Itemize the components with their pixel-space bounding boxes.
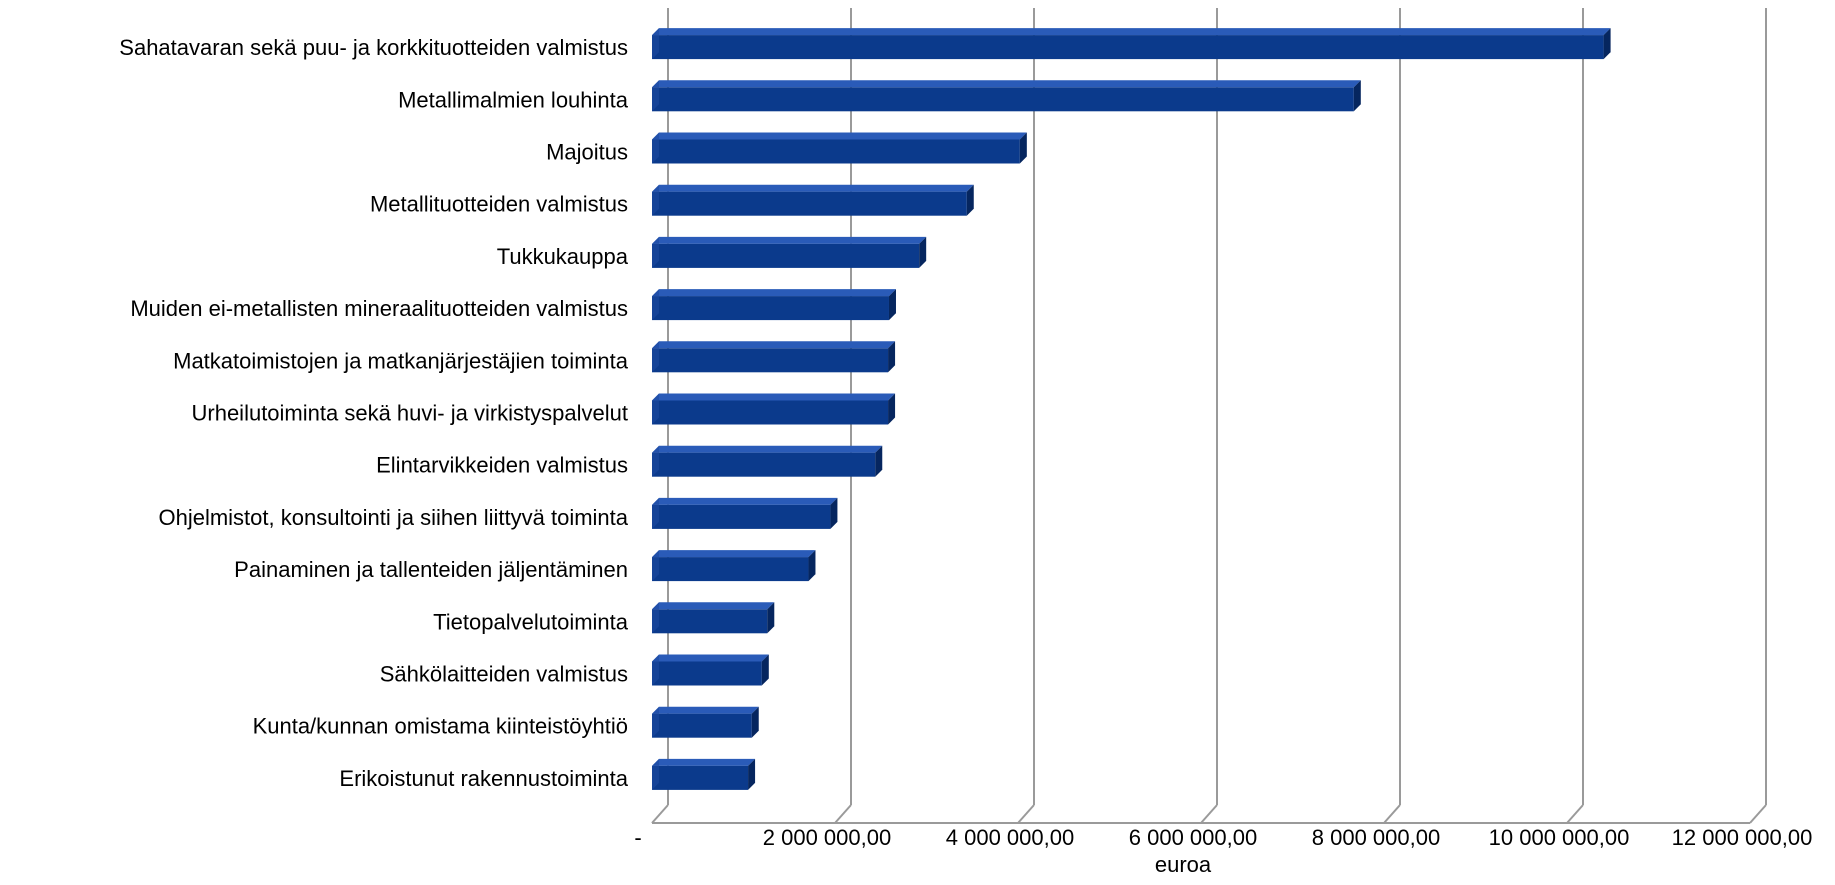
bar: [652, 497, 838, 529]
category-label: Ohjelmistot, konsultointi ja siihen liit…: [158, 505, 628, 530]
category-label: Elintarvikkeiden valmistus: [376, 453, 628, 478]
x-tick-labels: - 2 000 000,00 4 000 000,00 6 000 000,00 8 0…: [634, 825, 1812, 850]
gridline: [1383, 8, 1401, 824]
bar: [652, 602, 775, 634]
category-label: Sähkölaitteiden valmistus: [380, 662, 628, 687]
category-label: Kunta/kunnan omistama kiinteistöyhtiö: [253, 714, 628, 739]
x-tick-label: 4 000 000,00: [946, 825, 1074, 850]
gridline: [1749, 8, 1767, 824]
category-label: Metallimalmien louhinta: [398, 87, 629, 112]
bar: [652, 236, 927, 268]
category-label: Matkatoimistojen ja matkanjärjestäjien t…: [173, 348, 629, 373]
bar: [652, 550, 816, 582]
category-label: Muiden ei-metallisten mineraalituotteide…: [130, 296, 628, 321]
gridline: [1566, 8, 1584, 824]
category-label: Metallituotteiden valmistus: [370, 192, 628, 217]
bar: [652, 341, 896, 373]
bar: [652, 289, 896, 321]
bar: [652, 393, 896, 425]
category-label: Tukkukauppa: [497, 244, 629, 269]
bar: [652, 654, 769, 686]
x-tick-label: 10 000 000,00: [1489, 825, 1630, 850]
x-tick-label: 6 000 000,00: [1129, 825, 1257, 850]
category-label: Majoitus: [546, 140, 628, 165]
x-tick-label: 2 000 000,00: [763, 825, 891, 850]
x-axis-title: euroa: [1155, 852, 1212, 877]
bar: [652, 132, 1027, 164]
category-label: Sahatavaran sekä puu- ja korkkituotteide…: [119, 35, 628, 60]
bar: [652, 706, 759, 738]
category-label: Urheilutoiminta sekä huvi- ja virkistysp…: [192, 401, 629, 426]
x-tick-label: 12 000 000,00: [1672, 825, 1813, 850]
category-label: Painaminen ja tallenteiden jäljentäminen: [234, 557, 628, 582]
bar: [652, 28, 1611, 60]
category-label: Tietopalvelutoiminta: [433, 609, 629, 634]
bar: [652, 80, 1361, 112]
bar: [652, 758, 756, 790]
x-tick-label: -: [634, 825, 641, 850]
gridline: [1017, 8, 1035, 824]
bar: [652, 445, 883, 477]
bar: [652, 184, 974, 216]
category-labels: Sahatavaran sekä puu- ja korkkituotteide…: [119, 35, 628, 791]
category-label: Erikoistunut rakennustoiminta: [339, 766, 628, 791]
bars: [652, 28, 1611, 790]
gridline: [1200, 8, 1218, 824]
x-tick-label: 8 000 000,00: [1312, 825, 1440, 850]
